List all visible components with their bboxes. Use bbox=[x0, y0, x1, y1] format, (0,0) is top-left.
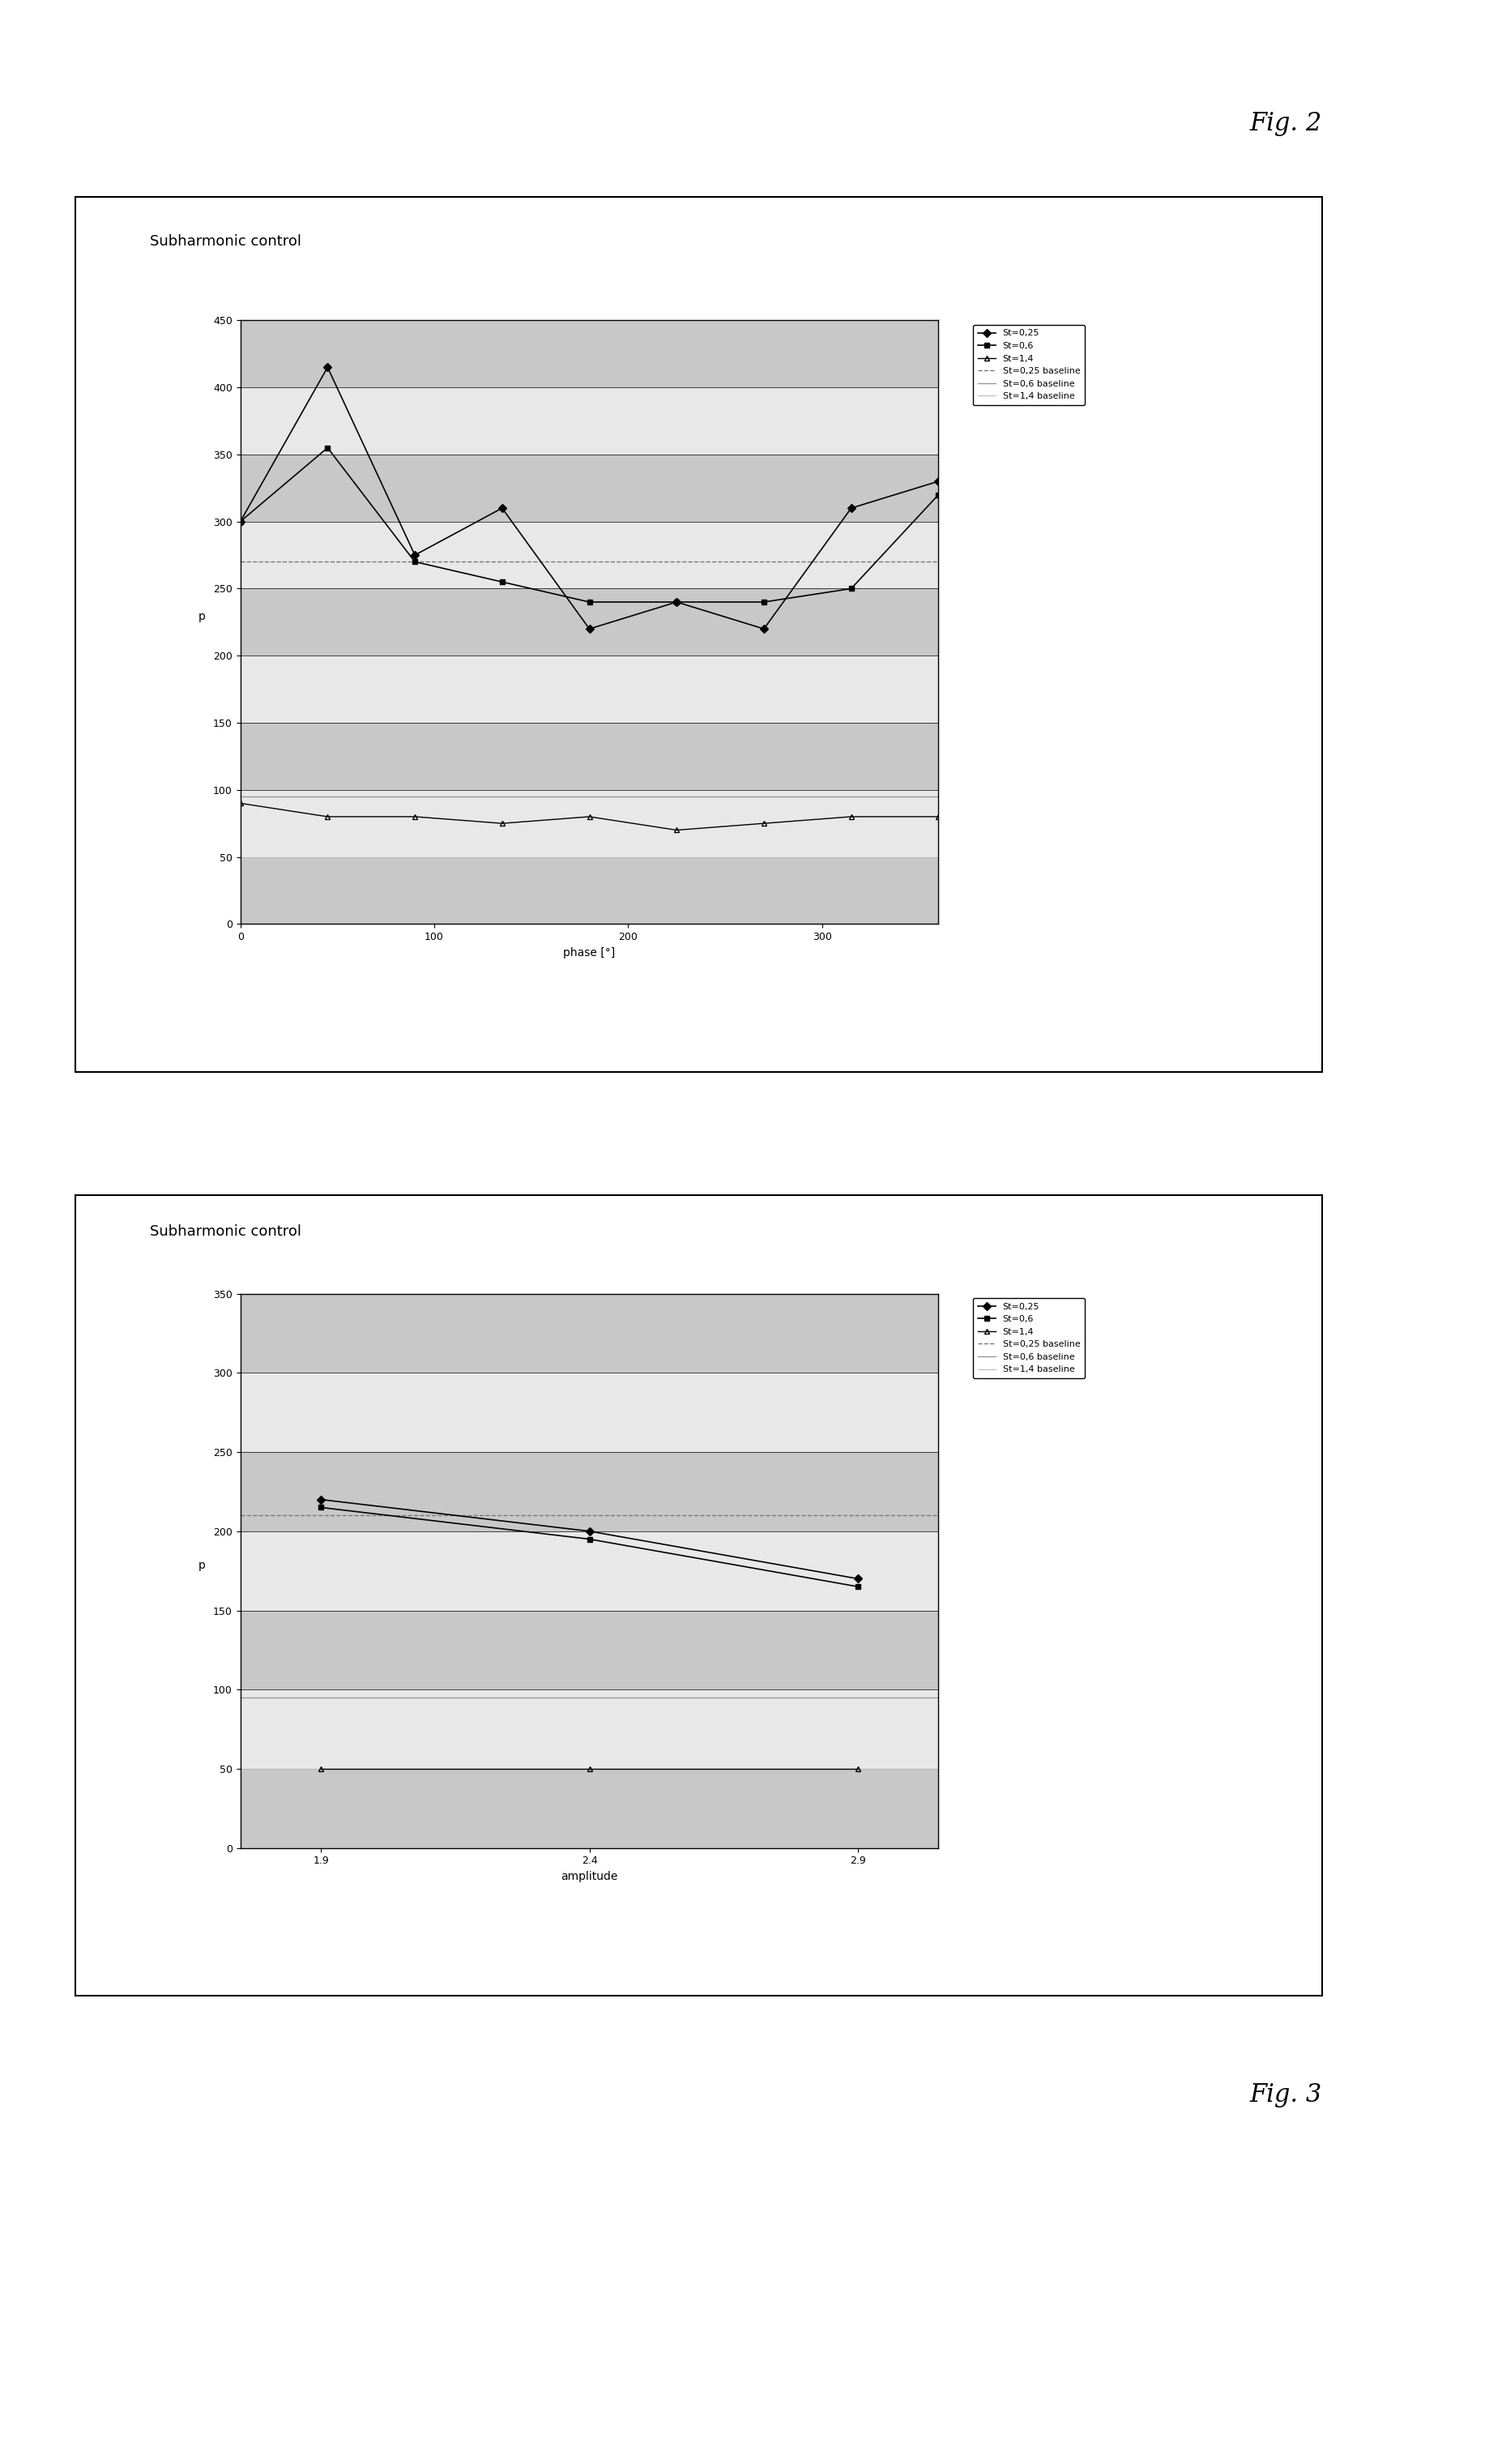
Bar bbox=[240, 1372, 939, 1451]
Legend: St=0,25, St=0,6, St=1,4, St=0,25 baseline, St=0,6 baseline, St=1,4 baseline: St=0,25, St=0,6, St=1,4, St=0,25 baselin… bbox=[973, 325, 1084, 404]
Bar bbox=[240, 1611, 939, 1690]
Text: Subharmonic control: Subharmonic control bbox=[150, 1225, 302, 1239]
Bar bbox=[240, 453, 939, 522]
Text: Subharmonic control: Subharmonic control bbox=[150, 234, 302, 249]
X-axis label: amplitude: amplitude bbox=[560, 1870, 617, 1882]
Bar bbox=[240, 1769, 939, 1848]
Bar bbox=[240, 320, 939, 387]
Bar bbox=[240, 589, 939, 655]
X-axis label: phase [°]: phase [°] bbox=[563, 946, 616, 958]
Text: Fig. 2: Fig. 2 bbox=[1250, 111, 1322, 136]
Text: Fig. 3: Fig. 3 bbox=[1250, 2082, 1322, 2107]
Bar bbox=[240, 387, 939, 453]
Bar bbox=[240, 655, 939, 722]
Bar bbox=[240, 1690, 939, 1769]
Bar bbox=[240, 722, 939, 791]
Legend: St=0,25, St=0,6, St=1,4, St=0,25 baseline, St=0,6 baseline, St=1,4 baseline: St=0,25, St=0,6, St=1,4, St=0,25 baselin… bbox=[973, 1299, 1084, 1377]
Bar bbox=[240, 857, 939, 924]
Bar bbox=[240, 791, 939, 857]
Y-axis label: p: p bbox=[198, 1560, 206, 1572]
Y-axis label: p: p bbox=[198, 611, 206, 621]
Bar bbox=[240, 1530, 939, 1611]
Bar bbox=[240, 1294, 939, 1372]
Bar bbox=[240, 522, 939, 589]
Bar bbox=[240, 1451, 939, 1530]
